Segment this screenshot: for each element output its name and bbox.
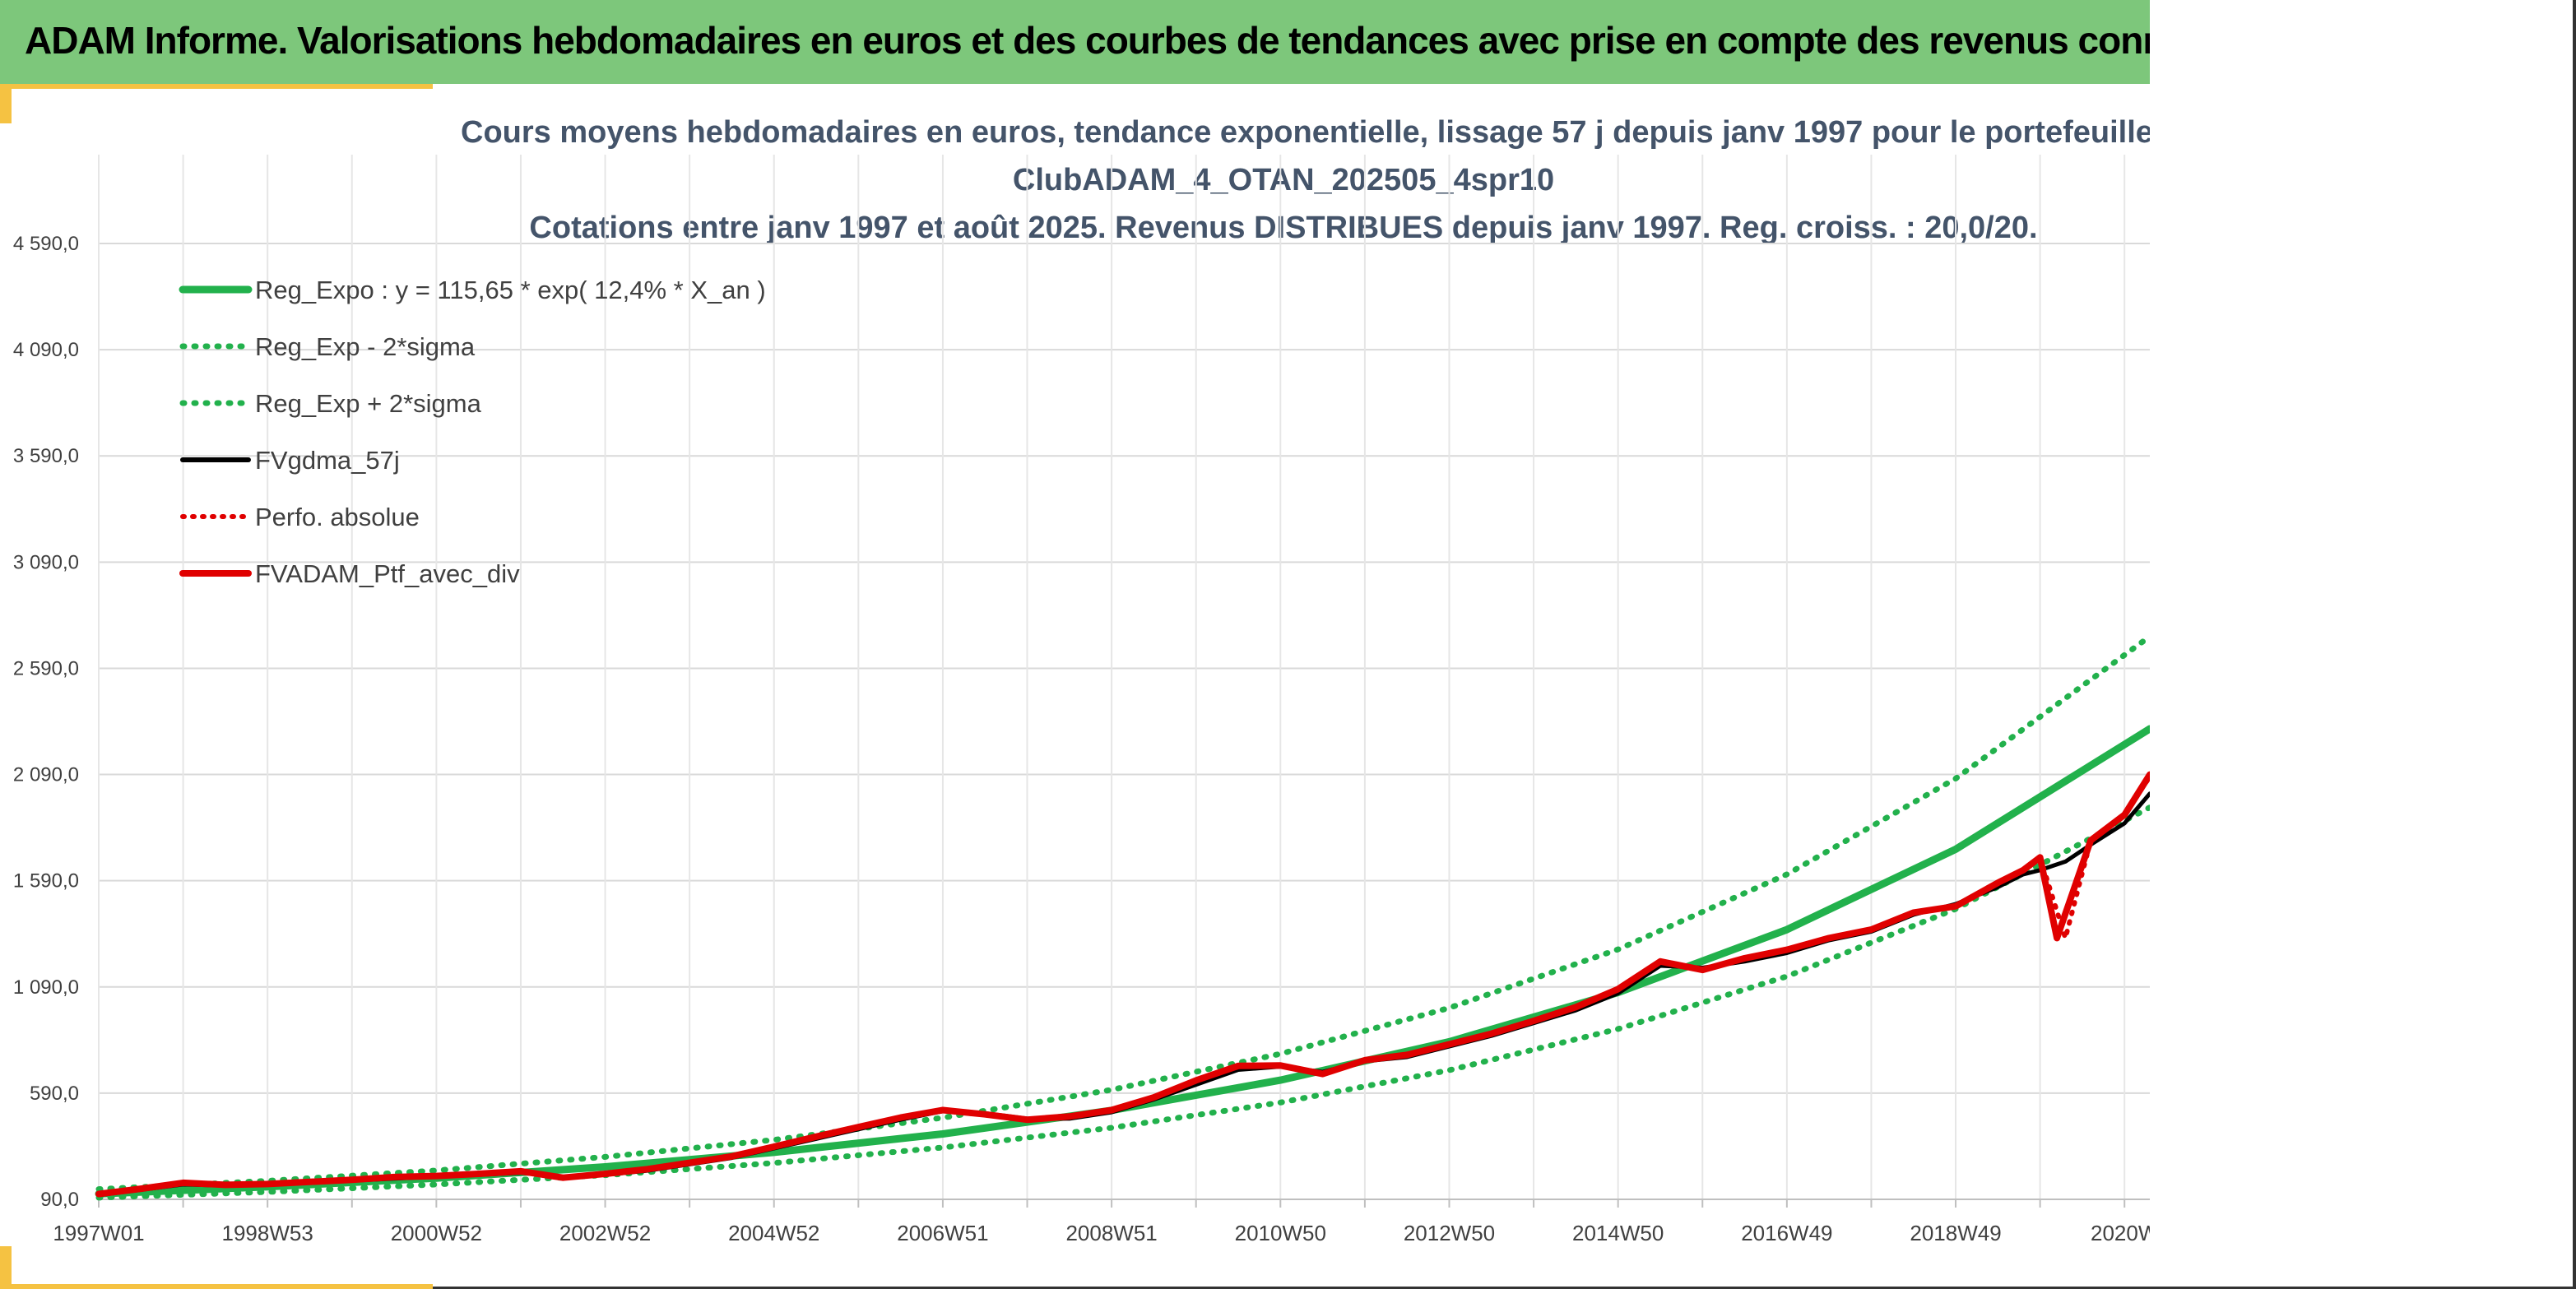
series-line-3 — [96, 791, 2150, 1198]
line-chart: 90,0 590,0 1 090,0 1 590,0 2 090,0 2 590,0 3 0… — [13, 155, 2150, 1245]
accent-strip-left — [0, 84, 12, 123]
accent-strip-bottom — [0, 1284, 433, 1289]
y-tick-label: 1 090,0 — [13, 976, 79, 999]
axes: 90,0 590,0 1 090,0 1 590,0 2 090,0 2 590,0 3 0… — [13, 233, 2150, 1245]
legend-label: Perfo. absolue — [255, 503, 420, 531]
chart-title-line-1: Cours moyens hebdomadaires en euros, ten… — [461, 115, 2150, 150]
page-border-right — [2573, 0, 2576, 1289]
x-tick-label: 2000W52 — [391, 1221, 482, 1245]
x-tick-label: 2014W50 — [1572, 1221, 1664, 1245]
chart-title-line-2: ClubADAM_4_OTAN_202505_4spr10 — [1012, 163, 1555, 197]
y-tick-label: 4 090,0 — [13, 339, 79, 361]
accent-strip-top — [0, 84, 433, 89]
y-tick-label: 4 590,0 — [13, 233, 79, 255]
legend-label: FVADAM_Ptf_avec_div — [255, 559, 520, 588]
x-tick-label: 2010W50 — [1235, 1221, 1326, 1245]
x-tick-label: 2016W49 — [1741, 1221, 1832, 1245]
page-border-bottom — [433, 1287, 2576, 1289]
legend: Reg_Expo : y = 115,65 * exp( 12,4% * X_a… — [179, 276, 766, 588]
x-tick-label: 2012W50 — [1404, 1221, 1495, 1245]
series-line-1 — [95, 804, 2150, 1201]
page-title: ADAM Informe. Valorisations hebdomadaire… — [25, 19, 2150, 62]
x-tick-label: 2006W51 — [897, 1221, 988, 1245]
series-lines — [95, 633, 2150, 1201]
y-tick-label: 90,0 — [40, 1189, 79, 1211]
legend-label: Reg_Expo : y = 115,65 * exp( 12,4% * X_a… — [255, 276, 766, 304]
x-tick-label: 2008W51 — [1065, 1221, 1157, 1245]
chart-frame: ADAM Informe. Valorisations hebdomadaire… — [0, 0, 2150, 1289]
legend-label: FVgdma_57j — [255, 446, 400, 475]
y-tick-label: 2 590,0 — [13, 657, 79, 679]
legend-label: Reg_Exp + 2*sigma — [255, 389, 482, 418]
y-tick-label: 1 590,0 — [13, 870, 79, 893]
x-tick-label: 1998W53 — [222, 1221, 313, 1245]
x-tick-label: 1997W01 — [53, 1221, 144, 1245]
y-tick-label: 590,0 — [30, 1083, 79, 1105]
grid — [98, 155, 2150, 1200]
y-tick-label: 2 090,0 — [13, 764, 79, 786]
series-line-4 — [96, 774, 2150, 1197]
series-line-2 — [95, 633, 2150, 1193]
series-line-5 — [95, 771, 2150, 1198]
legend-label: Reg_Exp - 2*sigma — [255, 332, 476, 361]
accent-strip-left-bottom — [0, 1246, 12, 1289]
x-tick-label: 2004W52 — [728, 1221, 819, 1245]
y-tick-label: 3 090,0 — [13, 551, 79, 573]
header-bar: ADAM Informe. Valorisations hebdomadaire… — [0, 0, 2150, 84]
y-tick-label: 3 590,0 — [13, 445, 79, 467]
x-tick-label: 2018W49 — [1910, 1221, 2001, 1245]
x-tick-label: 2002W52 — [559, 1221, 651, 1245]
x-tick-label: 2020W — [2091, 1221, 2150, 1245]
